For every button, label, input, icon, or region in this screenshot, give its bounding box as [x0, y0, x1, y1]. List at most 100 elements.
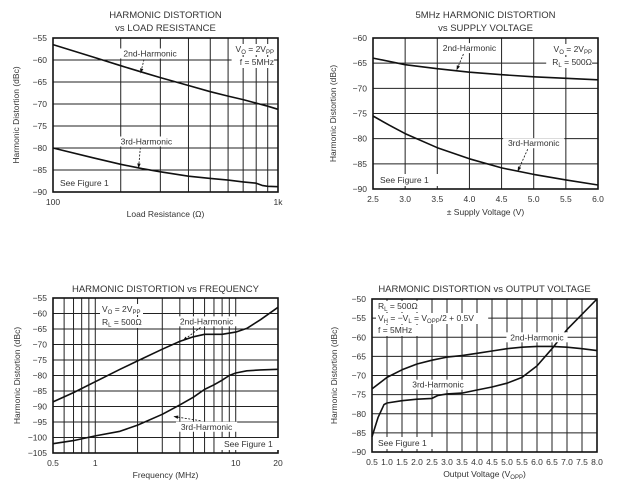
annotation-text: = 500Ω — [387, 301, 417, 311]
y-tick-label: −60 — [33, 309, 48, 319]
x-tick-label: 3.0 — [399, 194, 411, 204]
label-background — [503, 138, 565, 149]
x-tick-label: 10 — [231, 458, 241, 468]
condition-annotation: f = 5MHz — [378, 325, 412, 335]
x-tick-label: 5.5 — [516, 457, 528, 467]
x-tick-label: 2.5 — [367, 194, 379, 204]
y-tick-label: −85 — [353, 159, 368, 169]
condition-annotation: RL = 500Ω — [378, 301, 418, 313]
annotation-text: V — [378, 313, 384, 323]
annotation-subscript: O — [108, 310, 113, 316]
annotation-subscript: PP — [132, 310, 140, 316]
see-figure-note: See Figure 1 — [60, 178, 109, 188]
x-tick-label: 1 — [93, 458, 98, 468]
x-tick-label: 3.0 — [441, 457, 453, 467]
y-tick-label: −65 — [353, 58, 368, 68]
note-background — [221, 438, 284, 450]
x-tick-label: 6.0 — [592, 194, 604, 204]
x-tick-label: 20 — [273, 458, 283, 468]
annotation-text: = V — [412, 313, 428, 323]
y-tick-label: −80 — [33, 143, 48, 153]
series-line-2nd-harmonic — [371, 345, 598, 390]
y-axis-label: Harmonic Distortion (dBc) — [11, 66, 21, 163]
y-tick-label: −90 — [33, 402, 48, 412]
annotation-text: V — [102, 304, 108, 314]
y-tick-label: −75 — [33, 121, 48, 131]
y-axis-label: Harmonic Distortion (dBc) — [12, 327, 22, 424]
y-tick-label: −55 — [33, 293, 48, 303]
label-background — [119, 48, 181, 59]
annotation-subscript: O — [559, 50, 564, 56]
y-tick-label: −70 — [353, 83, 368, 93]
label-background — [175, 421, 238, 432]
chart-output-voltage: HARMONIC DISTORTION vs OUTPUT VOLTAGE −50… — [329, 284, 603, 481]
y-tick-label: −90 — [353, 184, 368, 194]
annotation-text: = 2V — [112, 304, 132, 314]
y-axis-label: Harmonic Distortion (dBc) — [329, 327, 339, 424]
series-label: 2nd-Harmonic — [443, 43, 497, 53]
series-line-3rd-harmonic — [372, 115, 599, 186]
arrow-head — [137, 163, 141, 169]
x-axis-label: Output Voltage (VOPP) — [443, 469, 526, 481]
arrow-head — [517, 166, 522, 172]
annotation-background — [231, 44, 274, 55]
y-tick-label: −70 — [352, 371, 367, 381]
y-tick-label: −75 — [353, 109, 368, 119]
x-tick-label: 2.0 — [411, 457, 423, 467]
series-label: 2nd-Harmonic — [180, 316, 234, 326]
annotation-subscript: L — [108, 323, 112, 329]
annotation-text: = −V — [388, 313, 409, 323]
annotation-text: f = 5MHz — [378, 325, 412, 335]
chart-load-resistance: HARMONIC DISTORTION vs LOAD RESISTANCE −55… — [11, 10, 283, 219]
plot-frame — [372, 37, 599, 190]
plot-frame — [52, 297, 279, 454]
y-tick-label: −80 — [33, 371, 48, 381]
series-line-2nd-harmonic — [52, 306, 279, 403]
note-background — [377, 174, 440, 186]
x-tick-label: 8.0 — [591, 457, 603, 467]
y-tick-label: −55 — [352, 313, 367, 323]
plot-frame — [52, 37, 279, 193]
x-tick-label: 7.5 — [576, 457, 588, 467]
chart-title: vs LOAD RESISTANCE — [115, 23, 216, 34]
x-tick-label: 4.0 — [471, 457, 483, 467]
note-background — [57, 177, 120, 189]
series-label: 2nd-Harmonic — [510, 332, 564, 342]
label-background — [506, 332, 568, 343]
x-tick-label: 0.5 — [47, 458, 59, 468]
chart-title: vs SUPPLY VOLTAGE — [438, 23, 533, 34]
annotation-subscript: L — [558, 63, 562, 69]
series-label: 2nd-Harmonic — [123, 48, 177, 58]
label-background — [438, 43, 501, 54]
arrow-head — [173, 415, 179, 419]
x-tick-label: 100 — [46, 197, 60, 207]
series-line-3rd-harmonic — [371, 298, 598, 437]
annotation-background — [100, 317, 146, 328]
x-axis-label: Load Resistance (Ω) — [127, 209, 205, 219]
annotation-subscript: OPP — [427, 319, 440, 325]
condition-annotation: VO = 2VPP — [236, 44, 274, 56]
x-tick-label: 5.5 — [560, 194, 572, 204]
annotation-background — [376, 313, 489, 324]
annotation-text: R — [378, 301, 384, 311]
see-figure-note: See Figure 1 — [380, 175, 429, 185]
annotation-subscript: PP — [266, 50, 274, 56]
chart-title: HARMONIC DISTORTION — [109, 10, 222, 21]
condition-annotation: RL = 500Ω — [102, 317, 142, 329]
arrow-head — [182, 336, 188, 341]
series-label: 3rd-Harmonic — [508, 138, 560, 148]
annotation-background — [376, 325, 419, 336]
annotation-subscript: H — [384, 319, 388, 325]
x-axis-label: ± Supply Voltage (V) — [447, 207, 525, 217]
x-tick-label: 3.5 — [431, 194, 443, 204]
see-figure-note: See Figure 1 — [378, 438, 427, 448]
annotation-subscript: L — [408, 319, 412, 325]
annotation-subscript: L — [384, 307, 388, 313]
y-tick-label: −75 — [33, 355, 48, 365]
annotation-background — [231, 57, 274, 68]
y-tick-label: −85 — [33, 386, 48, 396]
series-line-2nd-harmonic — [52, 43, 279, 111]
series-label: 3rd-Harmonic — [412, 380, 464, 390]
y-tick-label: −100 — [28, 433, 47, 443]
y-tick-label: −85 — [352, 428, 367, 438]
